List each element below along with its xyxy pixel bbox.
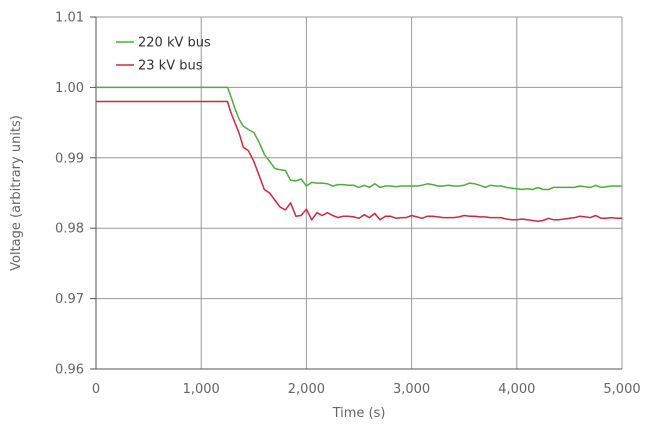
legend: 220 kV bus 23 kV bus [116, 36, 211, 74]
x-tick-label: 3,000 [393, 382, 430, 397]
x-tick-label: 4,000 [498, 382, 535, 397]
legend-label: 220 kV bus [138, 36, 211, 51]
y-tick-label: 0.96 [55, 363, 84, 378]
y-tick-label: 0.97 [55, 292, 84, 307]
grid [96, 16, 623, 369]
series-line-2 [96, 100, 622, 222]
x-tick-label: 2,000 [288, 382, 325, 397]
y-tick-label: 1.00 [55, 81, 84, 96]
x-tick-label: 1,000 [183, 382, 220, 397]
series-line-1 [96, 86, 622, 191]
x-axis-title: Time (s) [332, 406, 386, 421]
axes [90, 16, 622, 370]
y-tick-label: 0.99 [55, 151, 84, 166]
y-axis-title: Voltage (arbitrary units) [9, 115, 24, 271]
legend-label: 23 kV bus [138, 59, 203, 74]
y-tick-label: 1.01 [55, 11, 84, 26]
x-tick-label: 5,000 [603, 382, 640, 397]
tick-labels: 0 1,000 2,000 3,000 4,000 5,000 0.96 0.97 0.98 0.… [55, 11, 641, 398]
series-lines [96, 86, 622, 222]
x-tick-label: 0 [92, 382, 100, 397]
y-tick-label: 0.98 [55, 222, 84, 237]
